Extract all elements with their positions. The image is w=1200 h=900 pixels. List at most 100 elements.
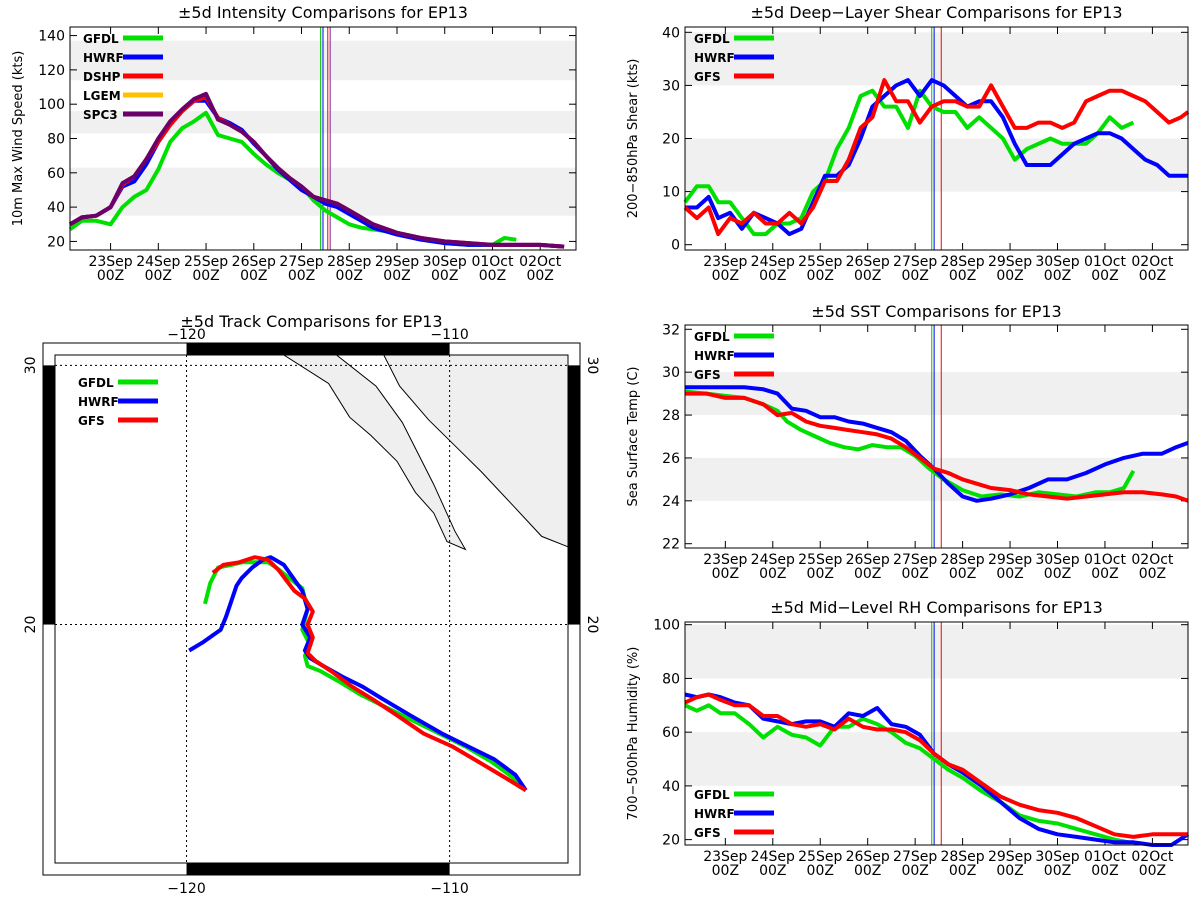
rh-xtick-label-9: 02Oct	[1131, 849, 1174, 865]
sst-ytick-label-1: 24	[662, 494, 680, 510]
track-series-gfs	[211, 555, 527, 793]
rh-xtick-label-6: 29Sep	[988, 849, 1032, 865]
rh-legend-label-gfs: GFS	[694, 826, 721, 840]
rh-xtick-sublabel-4: 00Z	[901, 863, 928, 879]
track-lat-label-right-1: 30	[584, 356, 600, 374]
shear-xtick-sublabel-8: 00Z	[1091, 268, 1118, 284]
shear-xtick-sublabel-5: 00Z	[949, 268, 976, 284]
sst-ytick-label-3: 28	[662, 408, 680, 424]
rh-xtick-sublabel-8: 00Z	[1091, 863, 1118, 879]
intensity-title: ±5d Intensity Comparisons for EP13	[178, 3, 468, 22]
shear-band-0	[685, 138, 1188, 192]
rh-xtick-label-0: 23Sep	[703, 849, 747, 865]
rh-ytick-label-2: 60	[662, 725, 680, 741]
shear-xtick-label-2: 25Sep	[798, 254, 842, 270]
shear-ytick-label-4: 40	[662, 25, 680, 41]
intensity-xtick-sublabel-8: 00Z	[479, 268, 506, 284]
track-panel: ±5d Track Comparisons for EP13−120−120−1…	[23, 312, 600, 897]
sst-xtick-label-6: 29Sep	[988, 552, 1032, 568]
shear-xtick-label-1: 24Sep	[751, 254, 795, 270]
intensity-frame	[69, 26, 577, 251]
baja-landmass	[282, 354, 467, 551]
intensity-ylabel: 10m Max Wind Speed (kts)	[11, 51, 26, 227]
shear-xtick-sublabel-6: 00Z	[996, 268, 1023, 284]
rh-xtick-sublabel-1: 00Z	[759, 863, 786, 879]
rh-ytick-label-1: 40	[662, 779, 680, 795]
intensity-series-spc3	[68, 91, 565, 249]
sst-legend-label-gfdl: GFDL	[694, 330, 730, 344]
shear-legend-label-gfdl: GFDL	[694, 32, 730, 46]
track-border-bottom	[186, 863, 450, 875]
sst-title: ±5d SST Comparisons for EP13	[811, 302, 1061, 321]
shear-xtick-sublabel-7: 00Z	[1044, 268, 1071, 284]
track-lat-label-left-1: 30	[23, 356, 39, 374]
rh-series-gfs	[684, 692, 1188, 839]
rh-xtick-label-8: 01Oct	[1084, 849, 1127, 865]
rh-legend-label-gfdl: GFDL	[694, 788, 730, 802]
sst-xtick-label-8: 01Oct	[1084, 552, 1127, 568]
sst-xtick-label-4: 27Sep	[893, 552, 937, 568]
track-lon-label-bottom-1: −110	[430, 881, 468, 897]
shear-legend-label-gfs: GFS	[694, 70, 721, 84]
shear-series-gfdl	[683, 88, 1135, 237]
shear-ytick-label-0: 0	[671, 238, 680, 254]
intensity-ytick-label-6: 140	[38, 29, 65, 45]
sst-xtick-sublabel-6: 00Z	[996, 566, 1023, 582]
shear-panel: ±5d Deep−Layer Shear Comparisons for EP1…	[626, 3, 1190, 284]
intensity-ytick-label-2: 60	[47, 166, 65, 182]
shear-xtick-label-4: 27Sep	[893, 254, 937, 270]
track-lat-label-right-0: 20	[584, 616, 600, 634]
rh-frame	[684, 621, 1189, 846]
intensity-xtick-label-3: 26Sep	[232, 254, 276, 270]
track-border-left	[43, 365, 55, 625]
sst-xtick-label-9: 02Oct	[1131, 552, 1174, 568]
sst-band-1	[685, 372, 1188, 416]
rh-xtick-sublabel-3: 00Z	[854, 863, 881, 879]
shear-series-hwrf	[685, 78, 1188, 237]
shear-series-gfs	[683, 78, 1190, 237]
intensity-xtick-label-7: 30Sep	[423, 254, 467, 270]
intensity-xtick-label-4: 27Sep	[279, 254, 323, 270]
shear-ytick-label-2: 20	[662, 132, 680, 148]
sst-legend-label-gfs: GFS	[694, 368, 721, 382]
rh-xtick-label-4: 27Sep	[893, 849, 937, 865]
rh-xtick-sublabel-0: 00Z	[712, 863, 739, 879]
intensity-ytick-label-5: 120	[38, 63, 65, 79]
track-lon-label-top-1: −110	[430, 327, 468, 343]
shear-xtick-label-6: 29Sep	[988, 254, 1032, 270]
sst-xtick-sublabel-9: 00Z	[1139, 566, 1166, 582]
rh-xtick-sublabel-9: 00Z	[1139, 863, 1166, 879]
rh-legend-label-hwrf: HWRF	[694, 807, 735, 821]
sst-xtick-label-3: 26Sep	[846, 552, 890, 568]
sst-ytick-label-0: 22	[662, 537, 680, 553]
sst-xtick-sublabel-0: 00Z	[712, 566, 739, 582]
rh-xtick-label-1: 24Sep	[751, 849, 795, 865]
sst-xtick-label-5: 28Sep	[940, 552, 984, 568]
rh-xtick-sublabel-6: 00Z	[996, 863, 1023, 879]
sst-ytick-label-4: 30	[662, 365, 680, 381]
track-legend-label-gfdl: GFDL	[78, 376, 114, 390]
sst-xtick-label-7: 30Sep	[1035, 552, 1079, 568]
track-lat-label-left-0: 20	[23, 616, 39, 634]
intensity-xtick-label-9: 02Oct	[519, 254, 562, 270]
sst-series-gfs	[685, 391, 1189, 503]
track-border-right	[568, 365, 580, 625]
shear-ytick-label-1: 10	[662, 185, 680, 201]
intensity-xtick-sublabel-9: 00Z	[526, 268, 553, 284]
track-legend-label-hwrf: HWRF	[78, 395, 119, 409]
shear-xtick-label-5: 28Sep	[940, 254, 984, 270]
shear-xtick-sublabel-4: 00Z	[901, 268, 928, 284]
sst-ylabel: Sea Surface Temp (C)	[626, 366, 641, 506]
rh-xtick-label-3: 26Sep	[846, 849, 890, 865]
shear-xtick-label-0: 23Sep	[703, 254, 747, 270]
intensity-legend-label-hwrf: HWRF	[83, 51, 124, 65]
shear-xtick-sublabel-9: 00Z	[1139, 268, 1166, 284]
intensity-legend-label-dshp: DSHP	[83, 70, 121, 84]
intensity-xtick-sublabel-5: 00Z	[336, 268, 363, 284]
shear-xtick-sublabel-1: 00Z	[759, 268, 786, 284]
track-series-hwrf	[188, 555, 528, 792]
rh-xtick-sublabel-5: 00Z	[949, 863, 976, 879]
intensity-xtick-sublabel-1: 00Z	[145, 268, 172, 284]
rh-title: ±5d Mid−Level RH Comparisons for EP13	[770, 598, 1103, 617]
